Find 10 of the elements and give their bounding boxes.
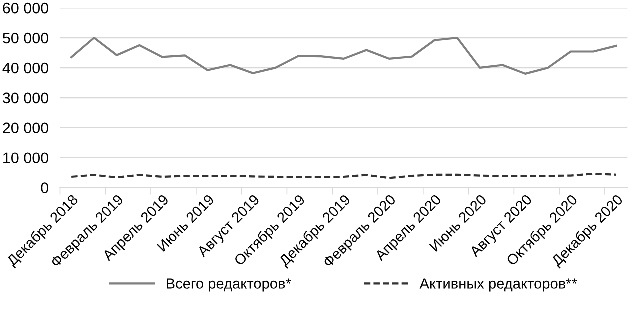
y-tick-label: 0 xyxy=(41,182,49,194)
legend-label: Всего редакторов* xyxy=(167,278,292,292)
y-tick-label: 10 000 xyxy=(4,152,49,164)
y-tick-label: 50 000 xyxy=(3,32,49,44)
y-tick-label: 20 000 xyxy=(3,122,49,134)
legend-label: Активных редакторов** xyxy=(420,278,578,292)
y-tick-label: 30 000 xyxy=(2,92,49,104)
y-tick-label: 40 000 xyxy=(2,62,49,74)
line-series xyxy=(70,36,618,75)
y-tick-label: 60 000 xyxy=(3,2,49,14)
